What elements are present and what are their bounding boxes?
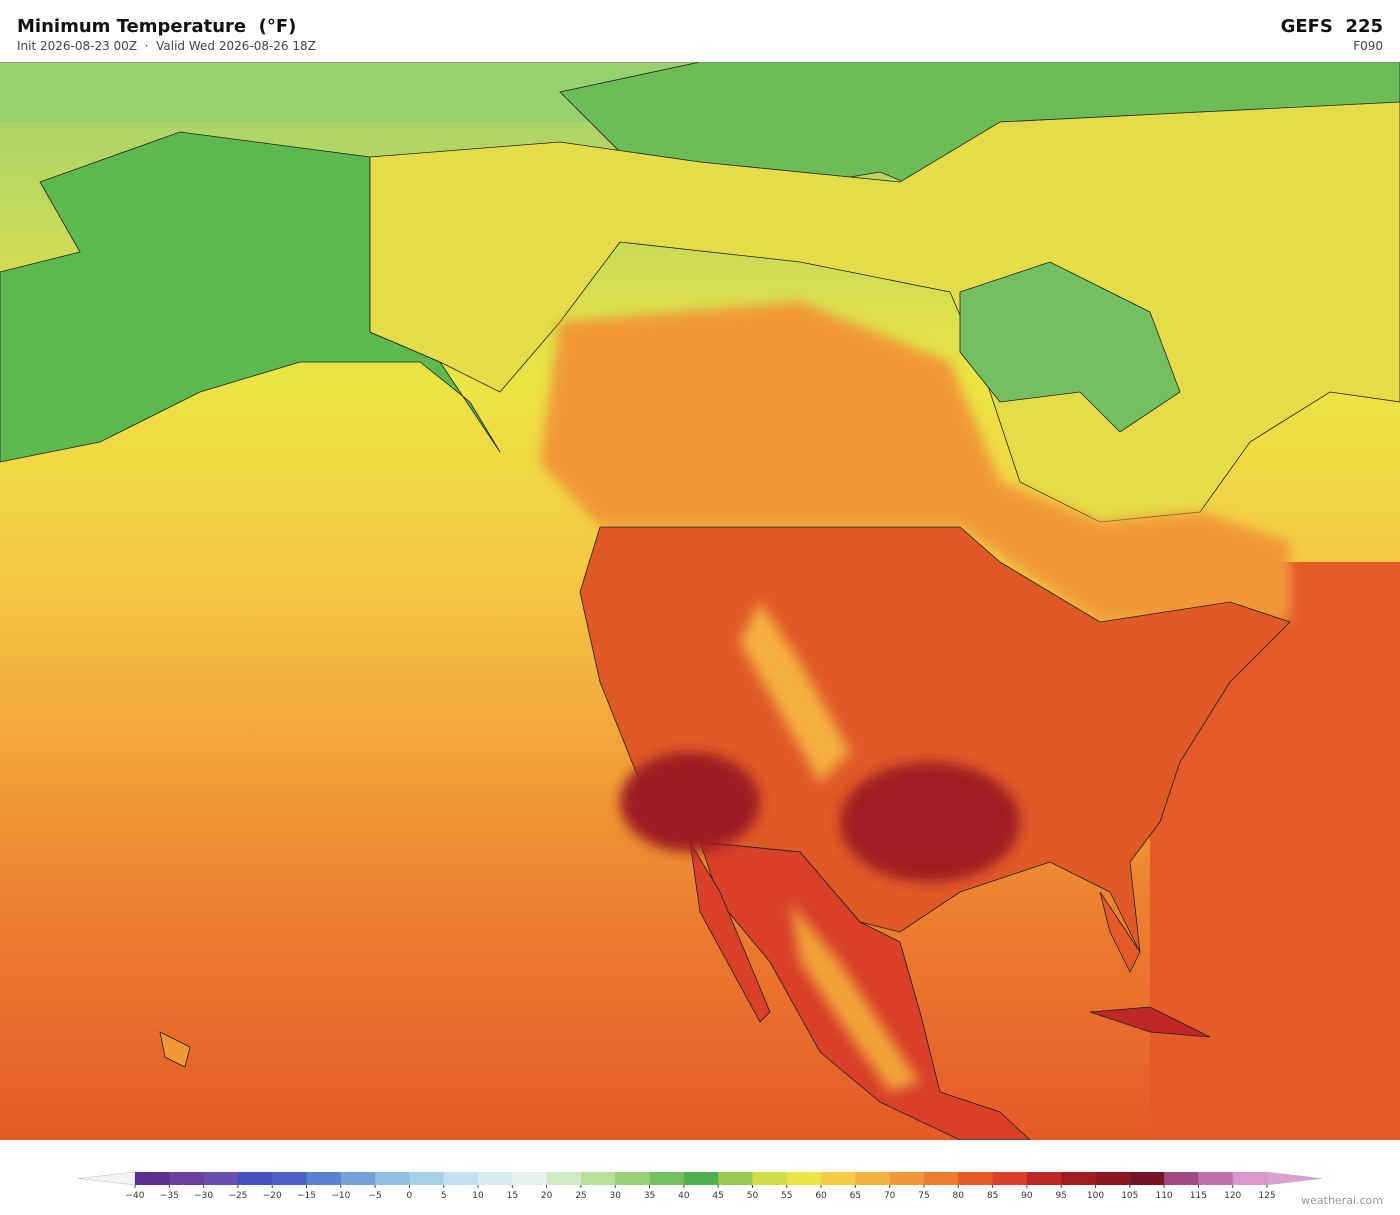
colorbar-tick-label: 45 bbox=[712, 1191, 723, 1201]
colorbar-tick-label: −5 bbox=[368, 1191, 381, 1201]
colorbar-segment bbox=[855, 1172, 891, 1185]
colorbar-segment bbox=[683, 1172, 719, 1185]
colorbar-segment bbox=[786, 1172, 822, 1185]
colorbar-tick-label: 115 bbox=[1190, 1191, 1207, 1201]
colorbar-tick-label: −15 bbox=[297, 1191, 316, 1201]
colorbar-tick-label: 70 bbox=[884, 1191, 896, 1201]
colorbar-segment bbox=[1061, 1172, 1096, 1185]
model-name: GEFS 225 bbox=[1280, 16, 1383, 37]
colorbar-segment bbox=[203, 1172, 239, 1185]
colorbar-tick-label: 55 bbox=[781, 1191, 792, 1201]
colorbar-tick-label: −40 bbox=[126, 1191, 145, 1201]
colorbar-segment bbox=[992, 1172, 1028, 1185]
colorbar-segment bbox=[1095, 1172, 1131, 1185]
colorbar-segment bbox=[615, 1172, 651, 1185]
colorbar-segment bbox=[135, 1172, 170, 1185]
colorbar-segment bbox=[958, 1172, 994, 1185]
colorbar-tick-label: 50 bbox=[747, 1191, 759, 1201]
colorbar-tick-label: 75 bbox=[918, 1191, 929, 1201]
colorbar-tick-label: 80 bbox=[953, 1191, 965, 1201]
colorbar-segment bbox=[272, 1172, 308, 1185]
colorbar-tick-label: 110 bbox=[1155, 1191, 1172, 1201]
colorbar-segment bbox=[718, 1172, 753, 1185]
colorbar-segment bbox=[1164, 1172, 1199, 1185]
colorbar-tick-label: 15 bbox=[507, 1191, 518, 1201]
colorbar-segment bbox=[512, 1172, 548, 1185]
colorbar-tick-label: 105 bbox=[1121, 1191, 1138, 1201]
colorbar-tick-label: 120 bbox=[1224, 1191, 1241, 1201]
rockies bbox=[740, 602, 850, 782]
run-info: Init 2026-08-23 00Z · Valid Wed 2026-08-… bbox=[17, 39, 316, 53]
colorbar-segment bbox=[1129, 1172, 1165, 1185]
colorbar-tick-label: 65 bbox=[850, 1191, 861, 1201]
colorbar-segment bbox=[478, 1172, 513, 1185]
colorbar-tick-label: 0 bbox=[407, 1191, 413, 1201]
colorbar-segment bbox=[375, 1172, 410, 1185]
colorbar: weatherai.com −40 −35 −30 −25 −20 −15 −10 −5 0 5 1… bbox=[77, 1171, 1383, 1207]
colorbar-segment bbox=[1198, 1172, 1234, 1185]
colorbar-segment bbox=[1026, 1172, 1062, 1185]
baja bbox=[689, 841, 771, 1023]
colorbar-tick-label: −30 bbox=[194, 1191, 213, 1201]
colorbar-tick-label: 5 bbox=[441, 1191, 447, 1201]
credit: weatherai.com bbox=[1301, 1194, 1383, 1207]
temperature-map bbox=[0, 62, 1400, 1140]
colorbar-tick-label: 30 bbox=[610, 1191, 622, 1201]
colorbar-tick-label: 100 bbox=[1087, 1191, 1104, 1201]
colorbar-tick-label: −25 bbox=[228, 1191, 247, 1201]
colorbar-segment bbox=[409, 1172, 445, 1185]
colorbar-tick-label: 20 bbox=[541, 1191, 553, 1201]
colorbar-segment bbox=[237, 1172, 273, 1185]
colorbar-segment bbox=[169, 1172, 205, 1185]
colorbar-tick-label: 95 bbox=[1055, 1191, 1066, 1201]
colorbar-tick-label: 125 bbox=[1258, 1191, 1275, 1201]
colorbar-segment bbox=[1232, 1172, 1268, 1185]
colorbar-segment bbox=[546, 1172, 582, 1185]
colorbar-segment bbox=[752, 1172, 788, 1185]
colorbar-tick-label: 90 bbox=[1021, 1191, 1033, 1201]
colorbar-tick-label: −35 bbox=[160, 1191, 179, 1201]
canada-south bbox=[540, 302, 1290, 622]
cuba bbox=[1089, 1006, 1211, 1038]
colorbar-segment bbox=[443, 1172, 479, 1185]
colorbar-segment bbox=[340, 1172, 376, 1185]
florida bbox=[1099, 891, 1141, 973]
colorbar-tick-label: 25 bbox=[575, 1191, 586, 1201]
colorbar-tick-label: 60 bbox=[815, 1191, 827, 1201]
colorbar-segment bbox=[580, 1172, 616, 1185]
colorbar-segment bbox=[306, 1172, 342, 1185]
hawaii bbox=[159, 1031, 191, 1068]
colorbar-tick-label: 10 bbox=[472, 1191, 484, 1201]
map-title: Minimum Temperature (°F) bbox=[17, 16, 297, 37]
colorbar-tick-label: 85 bbox=[987, 1191, 998, 1201]
plains-heat bbox=[840, 762, 1020, 882]
mexican-plateau bbox=[790, 902, 920, 1092]
colorbar-segment bbox=[889, 1172, 925, 1185]
forecast-hour: F090 bbox=[1353, 39, 1383, 53]
colorbar-under bbox=[77, 1171, 136, 1186]
colorbar-segment bbox=[923, 1172, 959, 1185]
colorbar-tick-label: 35 bbox=[644, 1191, 655, 1201]
desert-heat bbox=[620, 752, 760, 852]
colorbar-tick-label: 40 bbox=[678, 1191, 690, 1201]
colorbar-over bbox=[1266, 1171, 1323, 1186]
colorbar-segment bbox=[649, 1172, 685, 1185]
colorbar-tick-label: −10 bbox=[331, 1191, 350, 1201]
mexico bbox=[699, 841, 1031, 1140]
hudson-bay bbox=[959, 261, 1181, 433]
colorbar-tick-label: −20 bbox=[263, 1191, 282, 1201]
colorbar-segment bbox=[821, 1172, 856, 1185]
